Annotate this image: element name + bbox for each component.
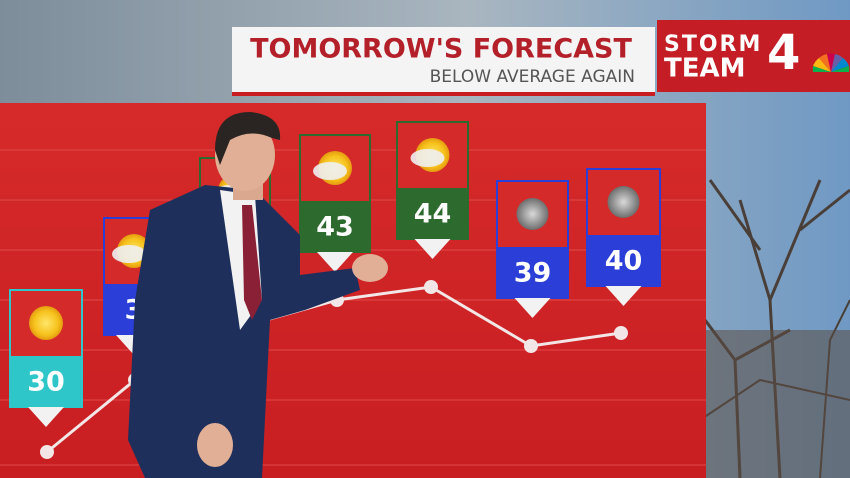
forecast-card: 40 xyxy=(586,168,661,340)
forecast-card: 30 xyxy=(9,289,83,459)
header-banner: TOMORROW'S FORECAST BELOW AVERAGE AGAIN xyxy=(232,27,655,96)
tree-shadow xyxy=(700,330,850,478)
pointer-arrow xyxy=(28,407,64,427)
cloud-icon xyxy=(313,162,347,180)
subheadline: BELOW AVERAGE AGAIN xyxy=(430,67,635,87)
logo-team: TEAM xyxy=(664,54,746,84)
temperature: 40 xyxy=(605,246,643,277)
peacock-icon xyxy=(812,53,850,72)
temp-box xyxy=(497,247,568,298)
sun-icon xyxy=(29,306,63,340)
pointer-arrow xyxy=(514,298,551,318)
trend-point xyxy=(524,339,538,353)
moon-icon xyxy=(607,186,640,218)
trend-point xyxy=(40,445,54,459)
presenter xyxy=(128,112,388,478)
pointer-arrow xyxy=(414,239,451,259)
temperature: 30 xyxy=(27,367,65,398)
trend-point xyxy=(424,280,438,294)
temp-box xyxy=(300,201,370,252)
pointer-arrow xyxy=(317,252,353,272)
temperature: 44 xyxy=(414,199,452,230)
logo-number: 4 xyxy=(767,25,800,81)
forecast-card: 44 xyxy=(396,121,469,294)
forecast-card: 43 xyxy=(299,134,371,307)
cloud-icon xyxy=(112,245,146,263)
temp-box xyxy=(10,356,82,407)
cloud-icon xyxy=(410,149,445,167)
headline: TOMORROW'S FORECAST xyxy=(250,34,632,65)
temp-box xyxy=(397,188,468,239)
temp-box xyxy=(587,235,660,286)
pointer-arrow xyxy=(605,286,642,306)
station-logo: STORM TEAM 4 xyxy=(657,20,850,92)
trend-point xyxy=(614,326,628,340)
temperature: 43 xyxy=(316,212,354,243)
logo-storm: STORM xyxy=(664,32,762,57)
moon-icon xyxy=(516,198,549,230)
temperature: 39 xyxy=(514,258,552,289)
forecast-card: 39 xyxy=(496,180,569,353)
